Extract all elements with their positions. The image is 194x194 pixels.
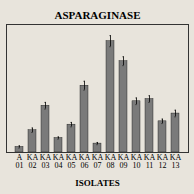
svg-text:KA08: KA08 bbox=[105, 153, 117, 170]
svg-text:KA12: KA12 bbox=[157, 153, 169, 170]
svg-text:KA09: KA09 bbox=[118, 153, 130, 170]
svg-text:ASPARAGINASE: ASPARAGINASE bbox=[55, 9, 141, 21]
svg-text:KA07: KA07 bbox=[92, 153, 104, 170]
svg-text:ISOLATES: ISOLATES bbox=[75, 178, 119, 188]
svg-text:KA04: KA04 bbox=[53, 153, 65, 170]
svg-text:KA05: KA05 bbox=[66, 153, 78, 170]
svg-text:KA02: KA02 bbox=[27, 153, 39, 170]
svg-text:A01: A01 bbox=[16, 153, 24, 170]
svg-text:KA11: KA11 bbox=[144, 153, 156, 170]
svg-text:KA10: KA10 bbox=[131, 153, 143, 170]
svg-text:KA13: KA13 bbox=[170, 153, 182, 170]
svg-text:KA06: KA06 bbox=[79, 153, 91, 170]
svg-text:KA03: KA03 bbox=[40, 153, 52, 170]
